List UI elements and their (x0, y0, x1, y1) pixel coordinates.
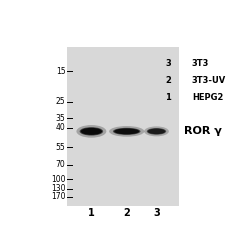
Text: 170: 170 (51, 192, 65, 201)
Text: 15: 15 (56, 67, 65, 76)
Ellipse shape (113, 128, 141, 135)
Text: 70: 70 (56, 160, 65, 169)
Ellipse shape (147, 128, 166, 135)
Text: 3: 3 (166, 60, 171, 68)
Ellipse shape (81, 128, 102, 135)
Text: 2: 2 (123, 208, 130, 218)
Text: 100: 100 (51, 175, 65, 184)
Text: 35: 35 (56, 114, 65, 123)
Text: 130: 130 (51, 184, 65, 193)
Ellipse shape (109, 126, 144, 137)
Text: 25: 25 (56, 97, 65, 106)
Text: HEPG2: HEPG2 (192, 93, 223, 102)
Text: 1: 1 (166, 93, 171, 102)
Text: 1: 1 (88, 208, 95, 218)
Ellipse shape (76, 125, 106, 138)
Text: 3: 3 (153, 208, 160, 218)
Ellipse shape (144, 126, 169, 136)
Text: 3T3: 3T3 (192, 60, 209, 68)
Text: 40: 40 (56, 123, 65, 132)
Ellipse shape (80, 127, 103, 136)
Text: 3T3-UV: 3T3-UV (192, 76, 226, 85)
Ellipse shape (148, 129, 165, 134)
Text: 2: 2 (166, 76, 171, 85)
Ellipse shape (114, 128, 139, 134)
FancyBboxPatch shape (67, 47, 179, 206)
Text: ROR γ: ROR γ (184, 126, 222, 136)
Text: 55: 55 (56, 143, 65, 152)
